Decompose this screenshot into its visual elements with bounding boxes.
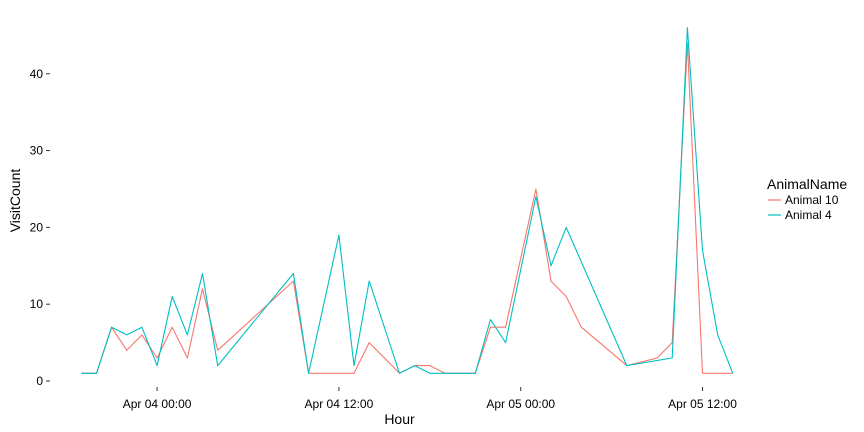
x-axis: Apr 04 00:00 Apr 04 12:00 Apr 05 00:00 Apr … xyxy=(123,387,737,411)
series-layer xyxy=(81,27,734,374)
legend-label-2: Animal 4 xyxy=(785,208,832,222)
x-tick-label: Apr 04 00:00 xyxy=(123,397,192,411)
x-tick-label: Apr 05 00:00 xyxy=(486,397,555,411)
y-tick-label: 20 xyxy=(30,220,44,234)
y-tick-label: 0 xyxy=(36,374,43,388)
series-line-1 xyxy=(81,42,733,374)
x-tick-label: Apr 04 12:00 xyxy=(305,397,374,411)
x-tick-label: Apr 05 12:00 xyxy=(668,397,737,411)
y-axis: 0 10 20 30 40 xyxy=(30,67,50,388)
x-axis-title: Hour xyxy=(384,411,415,427)
series-line-2 xyxy=(81,27,734,374)
y-tick-label: 10 xyxy=(30,297,44,311)
y-axis-title: VisitCount xyxy=(7,169,23,233)
legend-label-1: Animal 10 xyxy=(785,193,839,207)
y-tick-label: 40 xyxy=(30,67,44,81)
y-tick-label: 30 xyxy=(30,144,44,158)
legend-title: AnimalName xyxy=(767,176,847,192)
